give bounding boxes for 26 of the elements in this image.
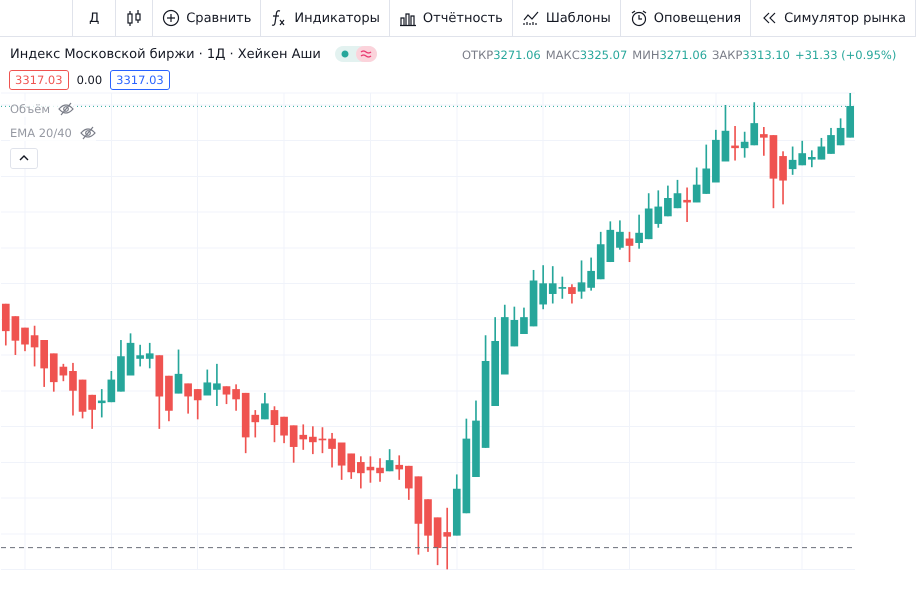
chart-title: Индекс Московской биржи · 1Д · Хейкен Аши xyxy=(10,46,321,62)
candlestick xyxy=(626,232,634,262)
candlestick xyxy=(731,126,739,161)
text: 3271.06 xyxy=(659,48,708,62)
text: 3325.07 xyxy=(580,48,628,62)
text: ЗАКР xyxy=(712,48,742,62)
text: МИН xyxy=(632,48,660,62)
annotation: EMA 20/40 xyxy=(10,126,72,140)
text: Оповещения xyxy=(654,10,742,26)
text: 3271.06 xyxy=(493,48,541,62)
text: +31.33 (+0.95%) xyxy=(794,48,896,62)
text: ОТКР xyxy=(462,48,494,62)
candlestick xyxy=(578,260,586,299)
text: Индикаторы xyxy=(294,10,380,26)
text: Д xyxy=(89,10,100,26)
text: 0.00 xyxy=(76,73,102,87)
candlestick xyxy=(683,188,691,222)
text: 3317.03 xyxy=(110,70,170,90)
text: Сравнить xyxy=(186,10,252,26)
text: 3317.03 xyxy=(9,70,69,90)
text: Симулятор рынка xyxy=(784,10,906,26)
annotation: Объём xyxy=(10,102,50,116)
text: 3313.10 xyxy=(742,48,790,62)
text: Шаблоны xyxy=(546,10,611,26)
text: МАКС xyxy=(546,48,580,62)
text: Отчётность xyxy=(422,10,503,26)
